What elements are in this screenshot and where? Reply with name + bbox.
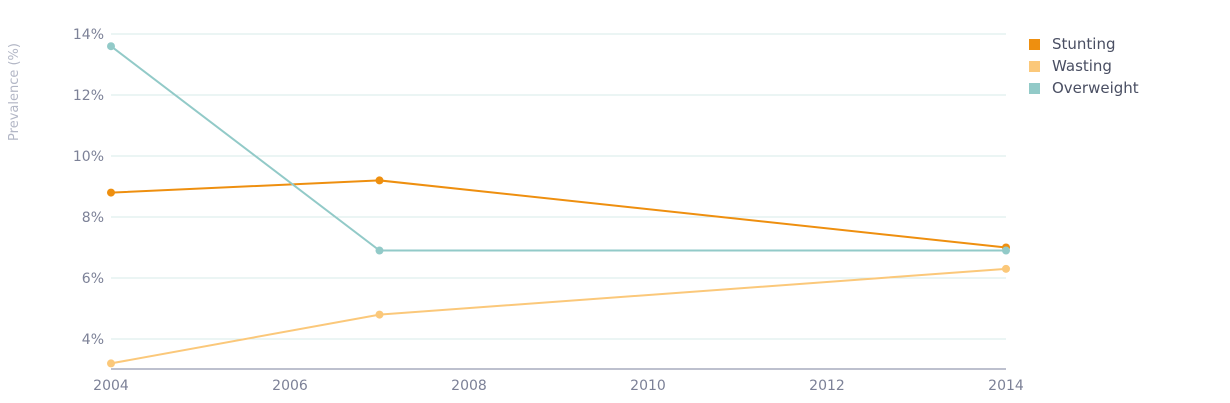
series-line-overweight	[110, 45, 1006, 252]
series-line-wasting	[110, 267, 1007, 365]
data-point-stunting[interactable]	[107, 188, 115, 197]
y-tick-label: 12%	[73, 88, 104, 104]
series-line-stunting	[110, 179, 1007, 249]
legend-item-wasting[interactable]: Wasting	[1029, 55, 1139, 77]
x-tick-label: 2008	[451, 378, 487, 394]
legend-swatch	[1029, 82, 1040, 94]
axes: 4% 6% 8% 10% 12% 14% 2004 2006 2008 2010 2012 2014	[73, 27, 1024, 394]
data-point-overweight[interactable]	[1002, 246, 1010, 255]
data-point-stunting[interactable]	[375, 176, 384, 185]
legend-label: Overweight	[1052, 79, 1139, 97]
x-tick-label: 2014	[988, 378, 1024, 394]
x-tick-label: 2012	[809, 378, 845, 394]
chart-legend: Stunting Wasting Overweight	[1029, 33, 1139, 99]
x-tick-label: 2010	[630, 378, 666, 394]
grid-lines	[111, 33, 1006, 340]
data-point-overweight[interactable]	[375, 246, 384, 255]
data-point-wasting[interactable]	[1002, 264, 1010, 273]
data-point-overweight[interactable]	[107, 42, 115, 51]
legend-item-overweight[interactable]: Overweight	[1029, 77, 1139, 99]
x-tick-label: 2006	[272, 378, 308, 394]
y-axis-title: Prevalence (%)	[7, 43, 22, 141]
x-tick-label: 2004	[93, 378, 129, 394]
y-tick-label: 6%	[82, 271, 104, 287]
data-points	[107, 42, 1010, 368]
y-tick-label: 4%	[82, 332, 104, 348]
data-point-wasting[interactable]	[107, 359, 115, 368]
y-tick-label: 8%	[82, 210, 104, 226]
legend-label: Wasting	[1052, 57, 1112, 75]
y-tick-label: 10%	[73, 149, 104, 165]
series-lines	[110, 45, 1007, 365]
legend-label: Stunting	[1052, 35, 1116, 53]
data-point-wasting[interactable]	[375, 310, 384, 319]
legend-swatch	[1029, 38, 1040, 50]
legend-swatch	[1029, 60, 1040, 72]
legend-item-stunting[interactable]: Stunting	[1029, 33, 1139, 55]
y-tick-label: 14%	[73, 27, 104, 43]
